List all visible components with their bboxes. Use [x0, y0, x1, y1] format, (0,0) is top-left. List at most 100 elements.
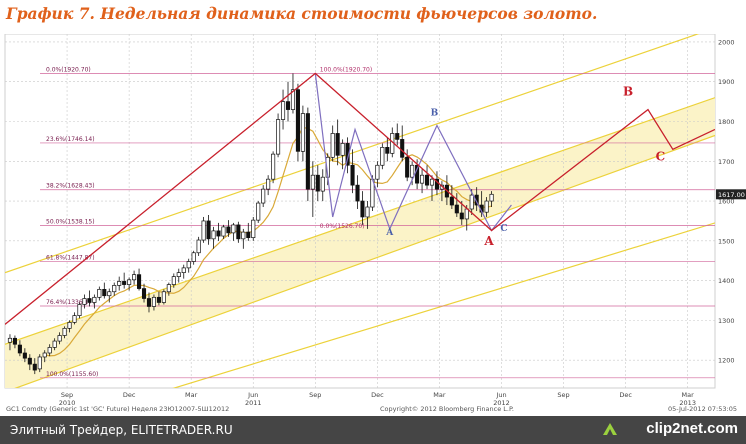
wave-point-label: A [483, 234, 494, 248]
footer-bar: Элитный Трейдер, ELITETRADER.RU clip2net… [0, 416, 746, 444]
candle-body [251, 219, 256, 238]
candle-body [12, 337, 17, 345]
candle-body [315, 174, 320, 192]
candle-body [320, 176, 325, 192]
candle-body [211, 230, 216, 240]
x-month-label: Mar [682, 391, 695, 399]
candle-body [226, 226, 231, 234]
candle-body [400, 139, 405, 158]
candle-body [415, 164, 420, 184]
candle-body [375, 164, 380, 180]
y-tick-label: 1600 [718, 198, 735, 206]
y-tick-label: 1500 [718, 237, 735, 245]
candle-body [256, 202, 261, 221]
candle-body [122, 281, 127, 285]
fib-level-label: 0.0%(1920.70) [46, 66, 91, 73]
candle-body [77, 304, 82, 316]
channel-line [5, 34, 700, 274]
candle-body [330, 133, 335, 158]
candle-body [459, 212, 464, 220]
footer-logo-text: clip2net.com [646, 420, 738, 437]
y-tick-label: 2000 [718, 38, 735, 46]
candle-body [82, 298, 87, 305]
y-tick-label: 1800 [718, 118, 735, 126]
wave-point-label: A [385, 228, 394, 238]
fib-level-label: 100.0%(1155.60) [46, 371, 98, 378]
candle-body [7, 337, 13, 343]
candle-body [266, 178, 271, 190]
candle-body [27, 357, 32, 365]
candle-body [464, 208, 469, 220]
candle-body [47, 347, 52, 354]
candle-body [92, 296, 97, 303]
candle-body [176, 272, 181, 277]
candle-body [156, 296, 161, 303]
y-tick-label: 1300 [718, 317, 735, 325]
fib-level-label: 61.8%(1447.87) [46, 255, 95, 262]
x-month-label: Sep [557, 391, 569, 399]
candle-body [72, 315, 77, 323]
candle-body [454, 204, 459, 214]
candle-body [395, 133, 400, 140]
candle-body [87, 298, 92, 303]
candle-body [132, 274, 137, 281]
candle-body [22, 352, 27, 359]
candle-body [216, 230, 221, 237]
candle-body [420, 174, 425, 184]
candle-body [469, 194, 474, 210]
candle-body [280, 101, 286, 120]
candle-body [97, 289, 102, 298]
chart-title: График 7. Недельная динамика стоимости ф… [6, 4, 598, 23]
candle-body [102, 289, 107, 297]
candle-body [410, 164, 415, 178]
candle-body [405, 156, 410, 178]
candle-body [17, 344, 22, 354]
candle-body [295, 89, 300, 152]
x-month-label: Sep [309, 391, 321, 399]
retracement-label: 0.0%(1526.70) [320, 223, 365, 230]
candle-body [67, 322, 72, 329]
candle-body [335, 133, 340, 156]
candle-body [380, 147, 385, 166]
y-tick-label: 1900 [718, 78, 735, 86]
footer-source-text: Элитный Трейдер, ELITETRADER.RU [10, 423, 233, 437]
candle-body [385, 147, 390, 154]
candle-body [285, 101, 291, 110]
candle-body [201, 220, 206, 241]
x-year-label: 2013 [679, 399, 696, 407]
x-month-label: Mar [433, 391, 446, 399]
last-price-label: 1617.00 [718, 191, 745, 199]
candle-body [350, 164, 355, 186]
candle-body [62, 327, 67, 336]
candle-body [236, 224, 241, 240]
wave-point-label: B [431, 109, 439, 119]
candle-body [141, 288, 147, 299]
candle-body [365, 206, 370, 218]
candle-body [127, 279, 132, 285]
candle-body [146, 298, 152, 307]
candle-body [449, 196, 454, 206]
candle-body [290, 89, 296, 110]
copyright-caption: Copyright© 2012 Bloomberg Finance L.P. [380, 405, 514, 413]
x-month-label: Dec [371, 391, 384, 399]
candle-body [276, 119, 281, 155]
candle-body [424, 174, 430, 186]
candle-body [181, 267, 186, 274]
candle-body [484, 200, 489, 213]
candle-body [57, 335, 62, 342]
x-month-label: Dec [123, 391, 136, 399]
candle-body [340, 143, 345, 156]
candle-body [52, 340, 57, 348]
y-tick-label: 1400 [718, 277, 735, 285]
candle-body [37, 356, 42, 370]
channel-line [14, 134, 715, 388]
fib-level-label: 23.6%(1746.14) [46, 136, 95, 143]
candle-body [32, 363, 37, 371]
candle-body [137, 274, 142, 289]
x-month-label: Jun [247, 391, 258, 399]
candle-body [489, 193, 494, 202]
wave-point-label: C [656, 149, 666, 163]
timestamp-caption: 05-Jul-2012 07:53:05 [668, 405, 737, 413]
candle-body [117, 281, 122, 286]
candle-body [186, 261, 191, 269]
